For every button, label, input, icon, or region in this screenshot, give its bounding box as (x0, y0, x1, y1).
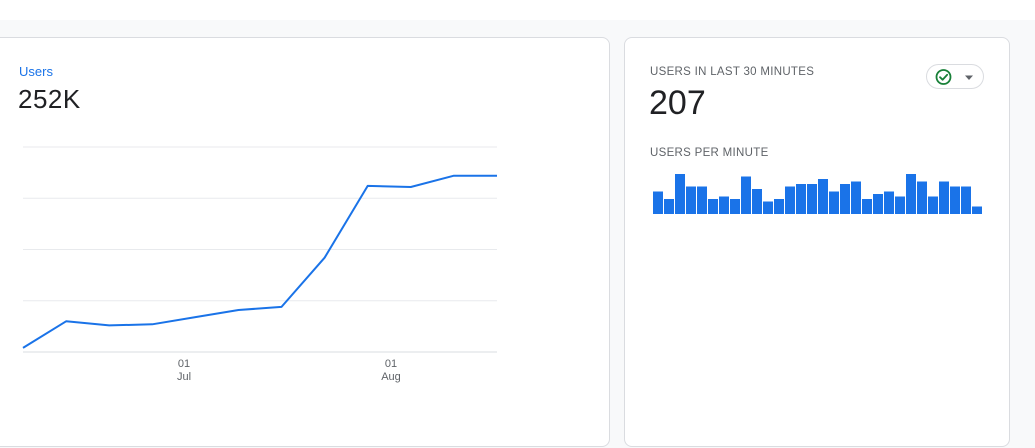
bar[interactable] (917, 181, 927, 215)
bar[interactable] (972, 206, 982, 215)
bar[interactable] (664, 199, 674, 214)
bar[interactable] (785, 186, 795, 215)
x-tick-label-month: Aug (381, 371, 401, 383)
bar[interactable] (763, 201, 773, 215)
bar[interactable] (730, 199, 740, 214)
realtime-value: 207 (649, 84, 706, 122)
bar[interactable] (862, 199, 872, 214)
bar[interactable] (818, 179, 828, 214)
bar[interactable] (774, 199, 784, 214)
bar[interactable] (873, 194, 883, 214)
x-tick-label-day: 01 (385, 358, 397, 370)
users-per-minute-bar-chart[interactable] (625, 38, 1011, 448)
bar[interactable] (752, 189, 762, 214)
bar[interactable] (851, 181, 861, 215)
realtime-title: USERS IN LAST 30 MINUTES (650, 66, 815, 78)
bar[interactable] (884, 191, 894, 215)
bar[interactable] (906, 174, 916, 214)
users-metric-label[interactable]: Users (19, 64, 53, 79)
bar[interactable] (840, 184, 850, 214)
bar[interactable] (928, 196, 938, 215)
x-tick-label-month: Jul (177, 371, 191, 383)
bar[interactable] (796, 184, 806, 214)
users-metric-value: 252K (18, 84, 81, 114)
users-series-line[interactable] (22, 174, 497, 349)
bar[interactable] (686, 186, 696, 215)
top-bar (0, 0, 1035, 20)
bar[interactable] (697, 186, 707, 215)
bar[interactable] (708, 199, 718, 214)
bar[interactable] (895, 196, 905, 215)
bar[interactable] (653, 191, 663, 215)
x-tick-label-day: 01 (178, 358, 190, 370)
check-circle-icon (935, 69, 952, 85)
bar[interactable] (950, 186, 960, 215)
chevron-down-icon (965, 75, 973, 80)
bar[interactable] (675, 174, 685, 214)
realtime-status-dropdown[interactable] (926, 64, 984, 89)
users-per-minute-label: USERS PER MINUTE (650, 147, 769, 159)
bar[interactable] (961, 186, 971, 215)
bar[interactable] (741, 176, 751, 215)
users-card[interactable]: Users 252K 01 Jul 01 Aug (0, 37, 610, 447)
realtime-card[interactable]: USERS IN LAST 30 MINUTES 207 USERS PER M… (624, 37, 1010, 447)
bar[interactable] (939, 181, 949, 215)
bar[interactable] (829, 191, 839, 215)
bar[interactable] (719, 196, 729, 215)
bar[interactable] (807, 184, 817, 214)
